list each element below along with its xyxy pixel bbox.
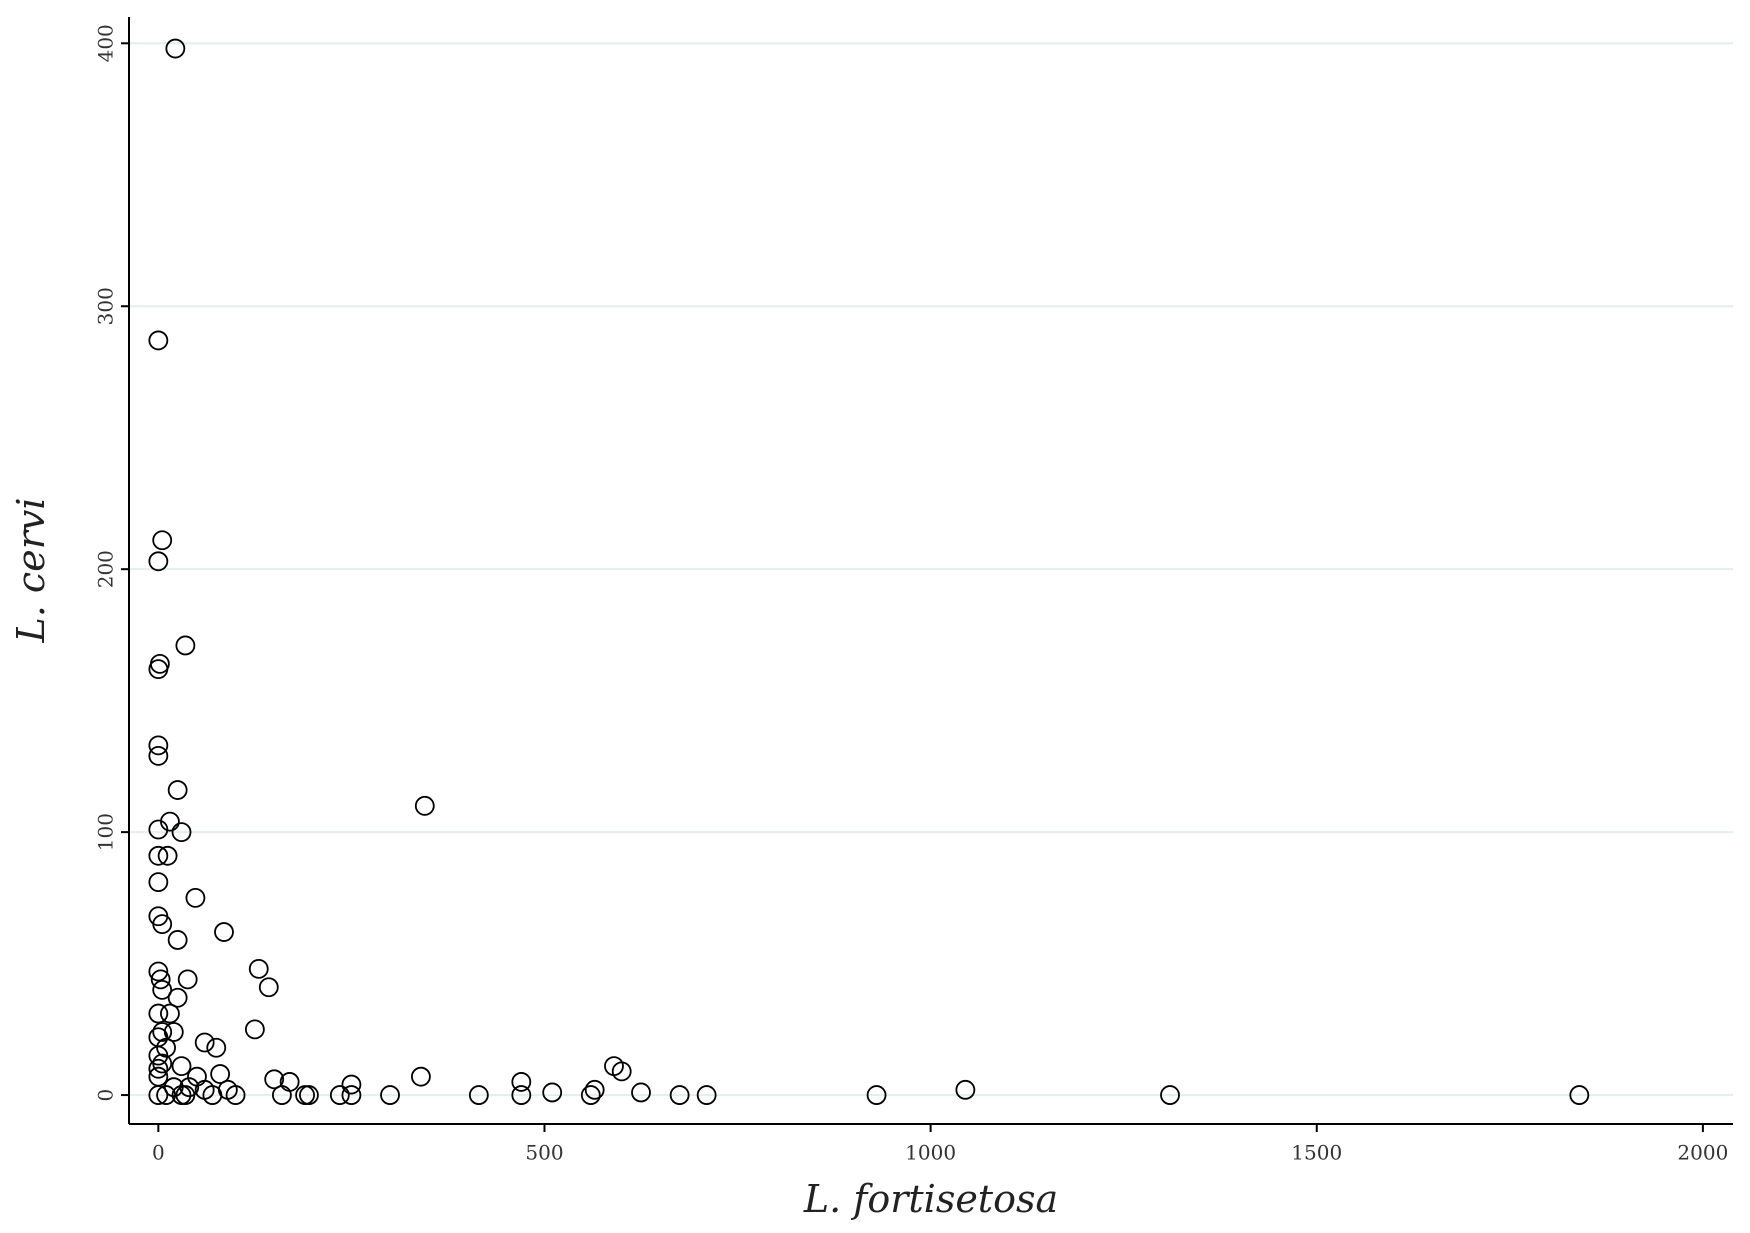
point bbox=[214, 922, 234, 942]
y-tick-label: 100 bbox=[94, 813, 118, 851]
point bbox=[631, 1082, 651, 1103]
point bbox=[150, 969, 171, 990]
point bbox=[171, 822, 192, 843]
point bbox=[148, 1003, 169, 1024]
point bbox=[1569, 1085, 1590, 1105]
point bbox=[580, 1085, 601, 1105]
point bbox=[148, 659, 169, 680]
y-axis-title: L. cervi bbox=[9, 498, 53, 644]
point bbox=[148, 1058, 169, 1079]
x-tick-label: 1500 bbox=[1291, 1141, 1342, 1165]
point bbox=[194, 1032, 215, 1053]
point bbox=[148, 819, 169, 840]
y-tick-label: 200 bbox=[94, 550, 118, 588]
point bbox=[329, 1085, 350, 1105]
y-tick-label: 0 bbox=[94, 1089, 118, 1102]
point bbox=[156, 1085, 176, 1105]
x-tick-label: 0 bbox=[152, 1141, 165, 1165]
point bbox=[157, 845, 178, 866]
point bbox=[167, 987, 188, 1008]
point bbox=[148, 330, 169, 351]
point bbox=[468, 1085, 489, 1105]
point bbox=[175, 635, 196, 656]
point bbox=[696, 1085, 717, 1105]
point bbox=[156, 1037, 176, 1058]
point bbox=[148, 735, 169, 756]
point bbox=[248, 958, 269, 979]
point bbox=[341, 1074, 362, 1095]
x-axis-title: L. fortisetosa bbox=[803, 1177, 1058, 1221]
point bbox=[148, 872, 169, 892]
point bbox=[272, 1085, 292, 1105]
y-tick-label: 400 bbox=[94, 24, 118, 62]
point bbox=[511, 1085, 532, 1105]
point bbox=[955, 1079, 976, 1100]
y-tick-label: 300 bbox=[94, 287, 118, 325]
point bbox=[1160, 1085, 1180, 1105]
point bbox=[175, 1085, 196, 1105]
point bbox=[152, 1022, 173, 1042]
point bbox=[167, 780, 188, 800]
point bbox=[202, 1085, 223, 1105]
point bbox=[167, 930, 188, 950]
point bbox=[148, 551, 169, 572]
point bbox=[542, 1082, 563, 1103]
point bbox=[148, 1066, 169, 1087]
point bbox=[160, 1003, 180, 1024]
point bbox=[152, 979, 173, 1000]
point bbox=[171, 1056, 192, 1077]
point bbox=[152, 1053, 173, 1074]
point bbox=[258, 977, 279, 998]
x-tick-label: 2000 bbox=[1677, 1141, 1728, 1165]
point bbox=[264, 1069, 285, 1090]
point bbox=[148, 961, 169, 982]
point bbox=[148, 745, 169, 766]
point bbox=[225, 1085, 246, 1105]
point bbox=[148, 845, 169, 866]
x-tick-label: 1000 bbox=[905, 1141, 956, 1165]
point bbox=[165, 38, 186, 59]
point bbox=[669, 1085, 690, 1105]
point bbox=[152, 914, 173, 935]
point bbox=[411, 1066, 431, 1087]
point bbox=[341, 1085, 362, 1105]
point bbox=[148, 1085, 169, 1105]
point bbox=[185, 887, 206, 908]
point bbox=[177, 969, 198, 990]
point bbox=[866, 1085, 887, 1105]
point bbox=[299, 1085, 319, 1105]
point bbox=[206, 1037, 227, 1058]
point bbox=[511, 1072, 532, 1092]
x-tick-label: 500 bbox=[525, 1141, 563, 1165]
point bbox=[584, 1079, 605, 1100]
point bbox=[244, 1019, 265, 1040]
point bbox=[380, 1085, 400, 1105]
point bbox=[414, 795, 435, 816]
point bbox=[210, 1064, 231, 1084]
point bbox=[611, 1061, 632, 1082]
point bbox=[152, 530, 173, 551]
